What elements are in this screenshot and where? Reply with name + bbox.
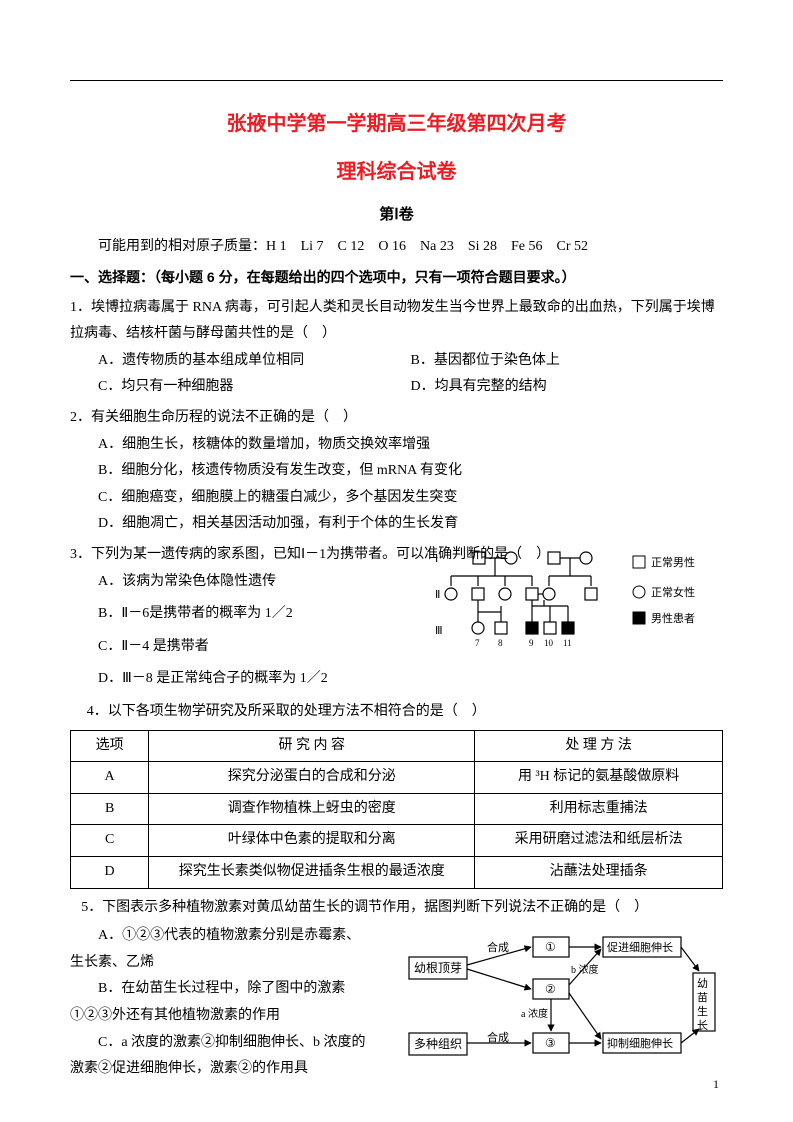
section-head: 一、选择题：（每小题 6 分，在每题给出的四个选项中，只有一项符合题目要求。）	[70, 264, 723, 291]
svg-text:长: 长	[697, 1019, 708, 1032]
svg-text:Ⅱ: Ⅱ	[435, 589, 440, 601]
question-2: 2．有关细胞生命历程的说法不正确的是（ ） A．细胞生长，核糖体的数量增加，物质…	[70, 405, 723, 538]
table-row: C 叶绿体中色素的提取和分离 采用研磨过滤法和纸层析法	[71, 825, 723, 857]
svg-text:11: 11	[563, 638, 572, 648]
svg-text:②: ②	[545, 982, 556, 996]
svg-text:a 浓度: a 浓度	[521, 1007, 548, 1020]
q4-intro: 4．以下各项生物学研究及所采取的处理方法不相符合的是（ ）	[70, 699, 723, 726]
q1-body: 1．埃博拉病毒属于 RNA 病毒，可引起人类和灵长目动物发生当今世界上最致命的出…	[70, 295, 723, 348]
svg-text:③: ③	[545, 1036, 556, 1050]
cell: C	[71, 825, 149, 857]
q5-opt-a: A．①②③代表的植物激素分别是赤霉素、生长素、乙烯	[70, 923, 370, 976]
q2-body: 2．有关细胞生命历程的说法不正确的是（ ）	[70, 405, 723, 432]
svg-text:苗: 苗	[697, 991, 708, 1004]
svg-text:生: 生	[697, 1004, 708, 1018]
question-5-body: A．①②③代表的植物激素分别是赤霉素、生长素、乙烯 B．在幼苗生长过程中，除了图…	[70, 923, 723, 1083]
q2-opt-d: D．细胞凋亡，相关基因活动加强，有利于个体的生长发育	[98, 511, 723, 538]
cell: 探究分泌蛋白的合成和分泌	[149, 762, 475, 794]
q5-opt-c: C．a 浓度的激素②抑制细胞伸长、b 浓度的激素②促进细胞伸长，激素②的作用具	[70, 1030, 370, 1083]
q4-h1: 研 究 内 容	[149, 730, 475, 762]
svg-text:10: 10	[544, 638, 554, 648]
svg-text:Ⅲ: Ⅲ	[435, 625, 443, 637]
q4-h0: 选项	[71, 730, 149, 762]
q2-opt-c: C．细胞癌变，细胞膜上的糖蛋白减少，多个基因发生突变	[98, 485, 723, 512]
q1-opt-a: A．遗传物质的基本组成单位相同	[98, 348, 411, 375]
q4-table: 选项 研 究 内 容 处 理 方 法 A 探究分泌蛋白的合成和分泌 用 ³H 标…	[70, 730, 723, 889]
cell: 探究生长素类似物促进插条生根的最适浓度	[149, 856, 475, 888]
page-number: 1	[713, 1073, 719, 1096]
svg-text:8: 8	[498, 638, 503, 648]
cell: A	[71, 762, 149, 794]
title-sub: 理科综合试卷	[70, 153, 723, 191]
pedigree-diagram: Ⅰ Ⅱ Ⅲ 7 8 9 10 11 正常男性 正常女性 男性患者	[433, 546, 733, 674]
q1-opt-d: D．均具有完整的结构	[411, 374, 724, 401]
q2-opt-a: A．细胞生长，核糖体的数量增加，物质交换效率增强	[98, 432, 723, 459]
svg-text:b 浓度: b 浓度	[571, 963, 599, 976]
svg-text:合成: 合成	[487, 1030, 509, 1044]
svg-text:抑制细胞伸长: 抑制细胞伸长	[607, 1036, 673, 1050]
q5-flow-diagram: 幼根顶芽 多种组织 ① ② ③ 促进细胞伸长 抑制细胞伸长 幼 苗 生 长 合成…	[403, 929, 723, 1069]
table-row: B 调查作物植株上蚜虫的密度 利用标志重捕法	[71, 793, 723, 825]
svg-text:幼: 幼	[697, 977, 708, 990]
svg-text:促进细胞伸长: 促进细胞伸长	[607, 940, 673, 954]
q5-opt-b: B．在幼苗生长过程中，除了图中的激素①②③外还有其他植物激素的作用	[70, 976, 370, 1029]
svg-text:合成: 合成	[487, 940, 509, 954]
table-row: A 探究分泌蛋白的合成和分泌 用 ³H 标记的氨基酸做原料	[71, 762, 723, 794]
title-main: 张掖中学第一学期高三年级第四次月考	[70, 105, 723, 143]
cell: 利用标志重捕法	[475, 793, 723, 825]
q4-h2: 处 理 方 法	[475, 730, 723, 762]
svg-text:男性患者: 男性患者	[651, 611, 695, 625]
svg-text:7: 7	[475, 638, 480, 648]
question-1: 1．埃博拉病毒属于 RNA 病毒，可引起人类和灵长目动物发生当今世界上最致命的出…	[70, 295, 723, 401]
q5-intro: 5．下图表示多种植物激素对黄瓜幼苗生长的调节作用，据图判断下列说法不正确的是（ …	[70, 895, 723, 922]
cell: D	[71, 856, 149, 888]
question-3: 3．下列为某一遗传病的家系图，已知Ⅰ－1为携带者。可以准确判断的是（ ） A．该…	[70, 542, 723, 693]
q2-opt-b: B．细胞分化，核遗传物质没有发生改变，但 mRNA 有变化	[98, 458, 723, 485]
svg-text:幼根顶芽: 幼根顶芽	[414, 961, 462, 975]
table-row: 选项 研 究 内 容 处 理 方 法	[71, 730, 723, 762]
cell: 用 ³H 标记的氨基酸做原料	[475, 762, 723, 794]
cell: 沾蘸法处理插条	[475, 856, 723, 888]
q1-opt-b: B．基因都位于染色体上	[411, 348, 724, 375]
part-title: 第Ⅰ卷	[70, 201, 723, 230]
cell: 采用研磨过滤法和纸层析法	[475, 825, 723, 857]
svg-text:Ⅰ: Ⅰ	[435, 553, 438, 565]
svg-text:正常女性: 正常女性	[651, 585, 695, 599]
atomic-mass: 可能用到的相对原子质量：H 1 Li 7 C 12 O 16 Na 23 Si …	[70, 234, 723, 261]
q1-opt-c: C．均只有一种细胞器	[98, 374, 411, 401]
table-row: D 探究生长素类似物促进插条生根的最适浓度 沾蘸法处理插条	[71, 856, 723, 888]
cell: 调查作物植株上蚜虫的密度	[149, 793, 475, 825]
svg-text:多种组织: 多种组织	[414, 1037, 462, 1051]
svg-text:9: 9	[529, 638, 534, 648]
svg-text:①: ①	[545, 940, 556, 954]
cell: B	[71, 793, 149, 825]
cell: 叶绿体中色素的提取和分离	[149, 825, 475, 857]
svg-text:正常男性: 正常男性	[651, 555, 695, 569]
